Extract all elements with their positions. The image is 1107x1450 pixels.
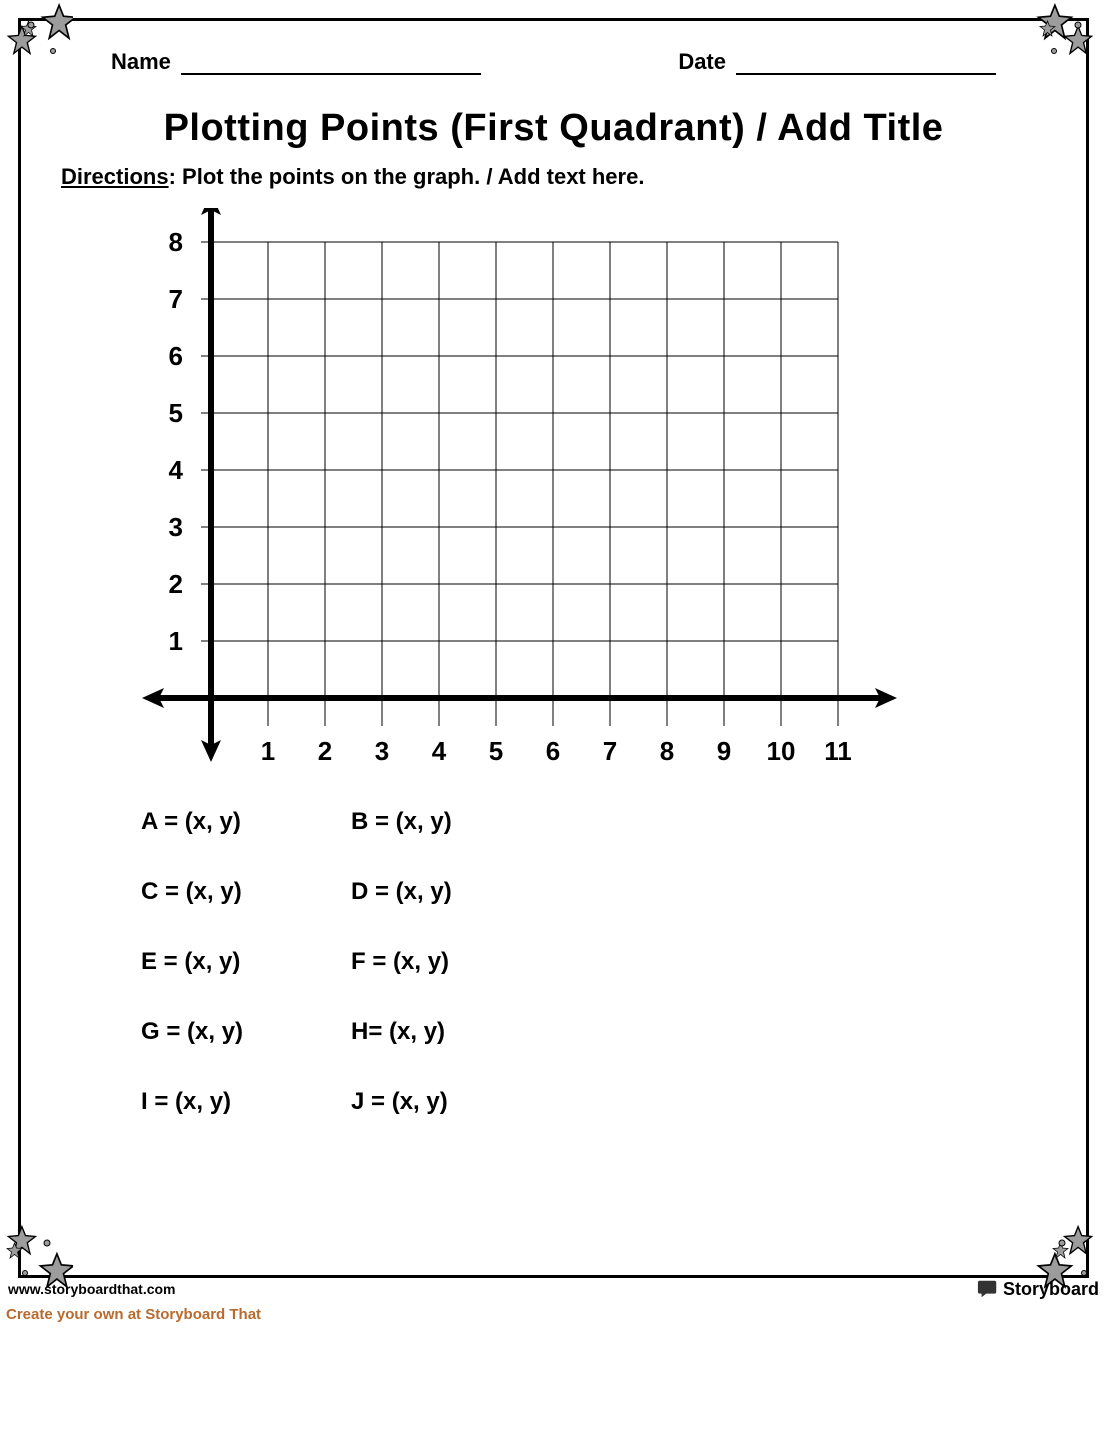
svg-text:5: 5 — [169, 398, 183, 428]
speech-bubble-icon — [977, 1278, 999, 1300]
date-field: Date — [678, 49, 996, 75]
svg-text:7: 7 — [603, 736, 617, 766]
point-entry: A = (x, y) — [141, 808, 321, 836]
svg-text:7: 7 — [169, 284, 183, 314]
point-entry: B = (x, y) — [351, 808, 531, 836]
svg-text:4: 4 — [169, 455, 184, 485]
footer-brand: Storyboard — [977, 1278, 1099, 1300]
svg-text:1: 1 — [261, 736, 275, 766]
header-fields: Name Date — [21, 21, 1086, 75]
footer: www.storyboardthat.com Storyboard — [0, 1278, 1107, 1300]
point-entry: H= (x, y) — [351, 1018, 531, 1046]
corner-stars-top-right-icon — [1034, 3, 1104, 73]
point-entry: C = (x, y) — [141, 878, 321, 906]
corner-stars-top-left-icon — [3, 3, 73, 73]
grid-svg: 123456789101112345678 — [91, 208, 901, 768]
svg-text:6: 6 — [546, 736, 560, 766]
svg-text:8: 8 — [660, 736, 674, 766]
svg-text:3: 3 — [169, 512, 183, 542]
svg-text:2: 2 — [318, 736, 332, 766]
date-blank-line[interactable] — [736, 55, 996, 75]
point-entry: E = (x, y) — [141, 948, 321, 976]
directions-text: : Plot the points on the graph. / Add te… — [169, 164, 645, 189]
points-list: A = (x, y) B = (x, y) C = (x, y) D = (x, y)… — [141, 808, 1086, 1116]
svg-text:11: 11 — [824, 736, 852, 766]
directions: Directions: Plot the points on the graph… — [61, 164, 1086, 190]
point-entry: F = (x, y) — [351, 948, 531, 976]
point-entry: I = (x, y) — [141, 1088, 321, 1116]
svg-text:10: 10 — [767, 736, 796, 766]
svg-text:4: 4 — [432, 736, 447, 766]
directions-label: Directions — [61, 164, 169, 189]
page-border: Name Date Plotting Points (First Quadran… — [18, 18, 1089, 1278]
date-label: Date — [678, 49, 726, 75]
point-entry: D = (x, y) — [351, 878, 531, 906]
footer-url: www.storyboardthat.com — [8, 1281, 176, 1297]
svg-text:6: 6 — [169, 341, 183, 371]
svg-text:3: 3 — [375, 736, 389, 766]
name-field: Name — [111, 49, 481, 75]
point-entry: G = (x, y) — [141, 1018, 321, 1046]
svg-text:1: 1 — [169, 626, 183, 656]
svg-text:8: 8 — [169, 227, 183, 257]
svg-text:2: 2 — [169, 569, 183, 599]
svg-text:5: 5 — [489, 736, 503, 766]
worksheet-page: Name Date Plotting Points (First Quadran… — [0, 0, 1107, 1450]
bottom-tagline: Create your own at Storyboard That — [6, 1306, 261, 1323]
svg-text:9: 9 — [717, 736, 731, 766]
footer-brand-text: Storyboard — [1003, 1279, 1099, 1300]
worksheet-title: Plotting Points (First Quadrant) / Add T… — [21, 107, 1086, 150]
point-entry: J = (x, y) — [351, 1088, 531, 1116]
name-label: Name — [111, 49, 171, 75]
name-blank-line[interactable] — [181, 55, 481, 75]
coordinate-grid: 123456789101112345678 — [91, 208, 901, 768]
